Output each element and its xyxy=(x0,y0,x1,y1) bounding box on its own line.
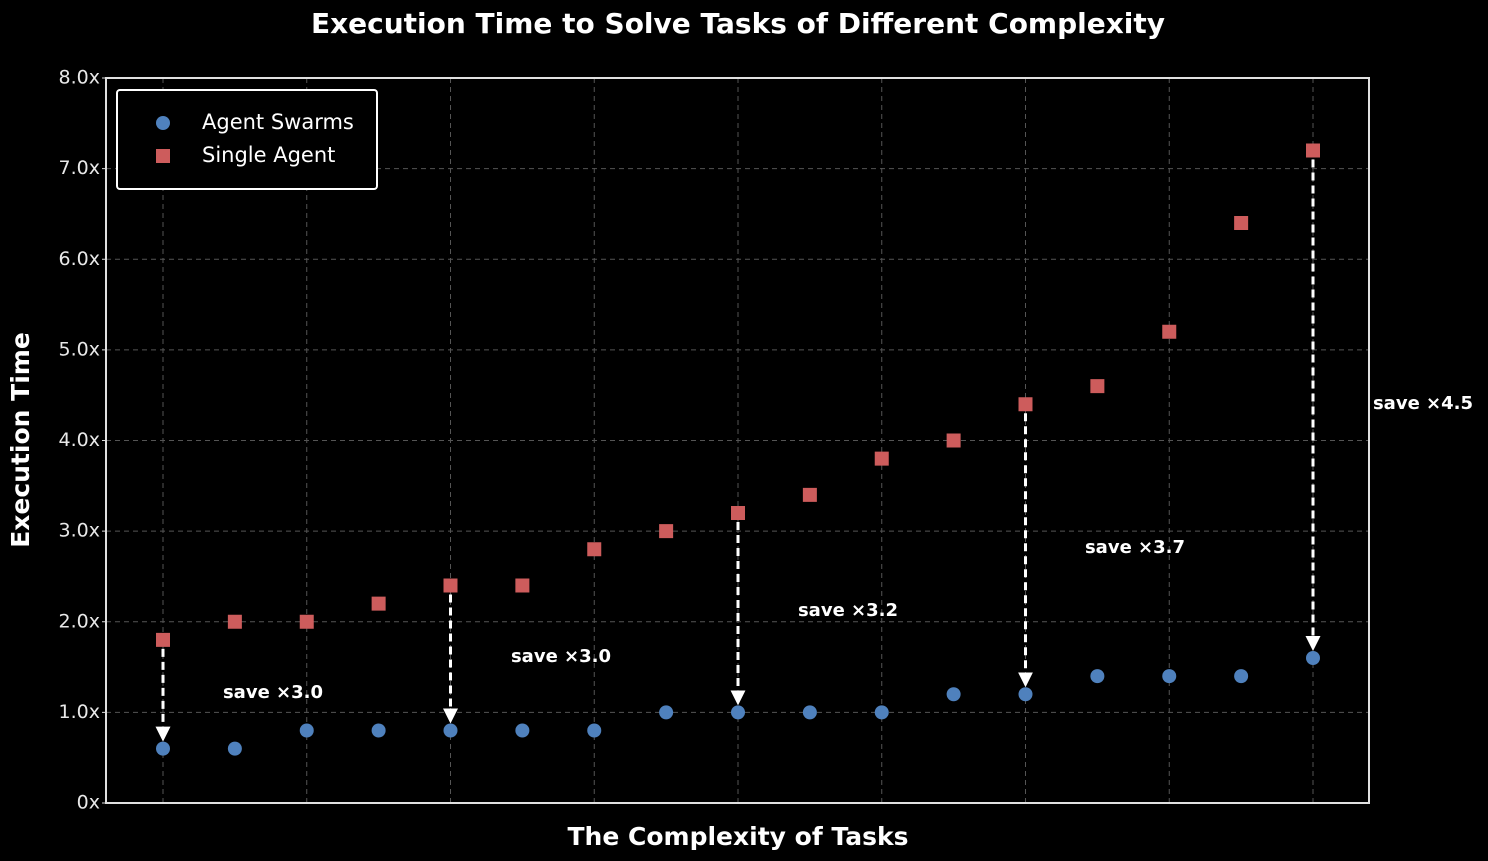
point xyxy=(156,741,170,756)
point xyxy=(227,614,242,629)
point xyxy=(299,723,314,738)
point xyxy=(946,687,961,702)
plot-frame xyxy=(105,77,1370,804)
point xyxy=(946,433,961,448)
point xyxy=(874,451,889,466)
point xyxy=(227,741,242,756)
point xyxy=(299,614,314,629)
y-tick-label: 1.0x xyxy=(59,701,100,723)
point xyxy=(802,705,817,720)
point xyxy=(1234,216,1249,230)
legend-label: Single Agent xyxy=(202,143,335,167)
y-tick-label: 4.0x xyxy=(59,429,100,451)
annotation: save ×3.7 xyxy=(1085,537,1185,558)
point xyxy=(587,723,602,738)
point xyxy=(515,578,530,593)
point xyxy=(515,723,530,738)
point xyxy=(1162,324,1177,339)
point xyxy=(371,596,386,611)
point xyxy=(443,578,458,593)
legend-marker xyxy=(156,149,170,163)
point xyxy=(443,723,458,738)
chart-title: Execution Time to Solve Tasks of Differe… xyxy=(311,7,1165,40)
legend-marker xyxy=(156,116,170,130)
point xyxy=(1162,669,1177,684)
point xyxy=(731,705,745,720)
annotation: save ×3.0 xyxy=(223,682,323,703)
point xyxy=(731,506,745,520)
annotation: save ×3.2 xyxy=(798,600,898,621)
y-tick-label: 6.0x xyxy=(59,248,100,270)
point xyxy=(802,487,817,502)
point xyxy=(1234,669,1249,684)
point xyxy=(659,705,674,720)
y-tick-label: 5.0x xyxy=(59,338,100,360)
y-tick-label: 0x xyxy=(77,792,100,814)
legend-box xyxy=(116,89,378,190)
x-axis-label: The Complexity of Tasks xyxy=(568,822,909,851)
y-axis-label: Execution Time xyxy=(6,332,35,548)
y-tick-label: 2.0x xyxy=(59,610,100,632)
legend-label: Agent Swarms xyxy=(202,110,354,134)
point xyxy=(1018,397,1033,412)
point xyxy=(156,632,170,647)
point xyxy=(587,542,602,557)
point xyxy=(1306,651,1320,665)
point xyxy=(659,524,674,539)
point xyxy=(1090,379,1105,394)
y-tick-label: 7.0x xyxy=(59,157,100,179)
point xyxy=(1018,687,1033,702)
point xyxy=(1090,669,1105,684)
point xyxy=(1306,143,1320,158)
point xyxy=(371,723,386,738)
point xyxy=(874,705,889,720)
annotation: save ×3.0 xyxy=(511,646,611,667)
annotation: save ×4.5 xyxy=(1373,393,1473,414)
y-tick-label: 8.0x xyxy=(59,67,100,89)
y-tick-label: 3.0x xyxy=(59,520,100,542)
